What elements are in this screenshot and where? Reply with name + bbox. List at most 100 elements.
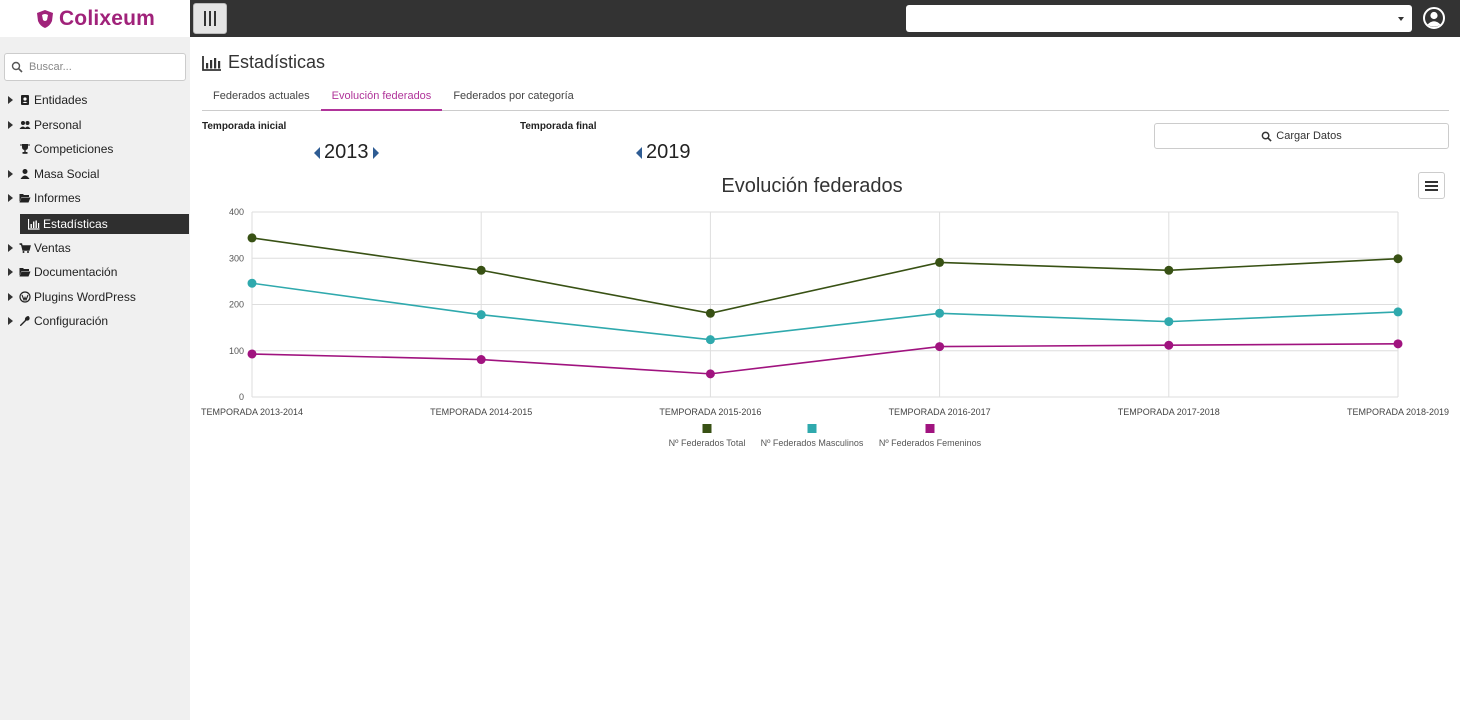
wordpress-icon [19, 291, 31, 303]
x-tick-label: TEMPORADA 2015-2016 [659, 407, 761, 417]
main-content: Estadísticas Federados actuales Evolució… [190, 37, 1460, 720]
users-icon [19, 120, 31, 129]
sidebar-nav: Entidades Personal Competiciones Masa Socia… [0, 88, 190, 334]
search-icon [11, 61, 23, 73]
series-line-1 [251, 282, 1399, 341]
data-point-1-1 [476, 310, 486, 320]
sidebar: Colixeum Entidades Personal Competiciones M… [0, 0, 190, 720]
bar-chart-icon [202, 55, 221, 71]
folder-open-icon [19, 268, 31, 277]
temporada-final-value: 2019 [646, 141, 691, 163]
data-point-2-5 [1393, 339, 1403, 349]
wrench-icon [20, 316, 30, 327]
y-tick-label: 300 [229, 253, 244, 263]
x-tick-label: TEMPORADA 2016-2017 [889, 407, 991, 417]
data-point-2-0 [247, 349, 257, 359]
tab-bar: Federados actuales Evolución federados F… [202, 85, 1449, 111]
data-point-0-3 [935, 257, 945, 267]
data-point-0-2 [705, 308, 715, 318]
sidebar-item-label: Estadísticas [43, 216, 108, 231]
prev-year-icon[interactable] [636, 146, 642, 159]
prev-year-icon[interactable] [314, 146, 320, 159]
data-point-0-1 [476, 265, 486, 275]
legend-swatch-2 [925, 424, 935, 433]
top-bar [190, 0, 1460, 37]
chart-context-menu-button[interactable] [1418, 172, 1445, 199]
data-point-2-3 [935, 342, 945, 352]
y-tick-label: 100 [229, 346, 244, 356]
sidebar-item-label: Configuración [34, 314, 109, 329]
legend-label-1: Nº Federados Masculinos [761, 438, 864, 448]
data-point-2-2 [705, 369, 715, 379]
x-tick-label: TEMPORADA 2018-2019 [1347, 407, 1449, 417]
data-point-0-4 [1164, 265, 1174, 275]
temporada-final-label: Temporada final [520, 121, 597, 132]
temporada-inicial-picker: 2013 [314, 141, 379, 164]
series-line-2 [251, 343, 1399, 375]
data-point-2-4 [1164, 340, 1174, 350]
evolution-line-chart: Evolución federados 0 100 200 300 400 TEMPORAD… [201, 175, 1449, 448]
sidebar-item-label: Entidades [34, 93, 88, 108]
data-point-1-3 [935, 308, 945, 318]
caret-right-icon [6, 169, 14, 178]
sidebar-item-personal[interactable]: Personal [0, 113, 190, 138]
caret-right-icon [6, 268, 14, 277]
sidebar-search[interactable] [4, 53, 186, 81]
legend-label-2: Nº Federados Femeninos [879, 438, 982, 448]
entity-select[interactable] [906, 5, 1412, 32]
y-tick-label: 0 [239, 392, 244, 402]
temporada-inicial-value: 2013 [324, 141, 369, 163]
menu-toggle-button[interactable] [193, 3, 227, 34]
x-tick-label: TEMPORADA 2014-2015 [430, 407, 532, 417]
caret-right-icon [6, 317, 14, 326]
sidebar-item-estad-sticas[interactable]: Estadísticas [20, 213, 189, 234]
next-year-icon[interactable] [372, 146, 379, 159]
x-tick-label: TEMPORADA 2017-2018 [1118, 407, 1220, 417]
cargar-datos-button[interactable]: Cargar Datos [1154, 123, 1449, 149]
sidebar-item-ventas[interactable]: Ventas [0, 236, 190, 261]
caret-down-icon [1398, 17, 1404, 21]
data-point-1-2 [705, 335, 715, 345]
sidebar-item-entidades[interactable]: Entidades [0, 88, 190, 113]
sidebar-item-label: Personal [34, 117, 82, 132]
shopping-cart-icon [19, 243, 31, 253]
sidebar-item-documentaci-n[interactable]: Documentación [0, 260, 190, 285]
tab-federados-por-categoria[interactable]: Federados por categoría [453, 90, 574, 102]
cargar-datos-label: Cargar Datos [1276, 130, 1342, 142]
sidebar-search-input[interactable] [29, 61, 169, 73]
tab-federados-actuales[interactable]: Federados actuales [213, 90, 310, 102]
sidebar-item-configuraci-n[interactable]: Configuración [0, 309, 190, 334]
data-point-1-5 [1393, 307, 1403, 317]
caret-right-icon [6, 243, 14, 252]
series-line-0 [251, 237, 1399, 315]
data-point-2-1 [476, 355, 486, 365]
user-circle-icon[interactable] [1422, 6, 1446, 30]
caret-right-icon [6, 292, 14, 301]
caret-right-icon [6, 194, 14, 203]
tab-evolucion-federados[interactable]: Evolución federados [320, 85, 443, 111]
y-tick-label: 400 [229, 207, 244, 217]
page-title-text: Estadísticas [228, 52, 326, 72]
sidebar-item-label: Masa Social [34, 166, 100, 181]
sidebar-item-competiciones[interactable]: Competiciones [0, 137, 190, 162]
sidebar-item-label: Plugins WordPress [34, 289, 136, 304]
caret-right-icon [6, 120, 14, 129]
sidebar-item-informes[interactable]: Informes [0, 186, 190, 211]
temporada-final-picker: 2019 [636, 141, 691, 164]
sidebar-item-plugins-wordpress[interactable]: Plugins WordPress [0, 285, 190, 310]
caret-right-icon [6, 96, 14, 105]
page-title: Estadísticas [202, 52, 325, 73]
bar-chart-icon [28, 218, 40, 230]
sidebar-item-label: Ventas [34, 240, 71, 255]
data-point-0-5 [1393, 254, 1403, 264]
y-tick-label: 200 [229, 300, 244, 310]
data-point-1-0 [247, 278, 257, 288]
sidebar-item-label: Documentación [34, 265, 118, 280]
search-icon [1261, 131, 1272, 142]
legend-swatch-1 [807, 424, 817, 433]
x-tick-label: TEMPORADA 2013-2014 [201, 407, 303, 417]
legend-swatch-0 [702, 424, 712, 433]
brand-logo[interactable]: Colixeum [0, 0, 190, 37]
sidebar-item-label: Informes [34, 191, 81, 206]
sidebar-item-masa-social[interactable]: Masa Social [0, 162, 190, 187]
